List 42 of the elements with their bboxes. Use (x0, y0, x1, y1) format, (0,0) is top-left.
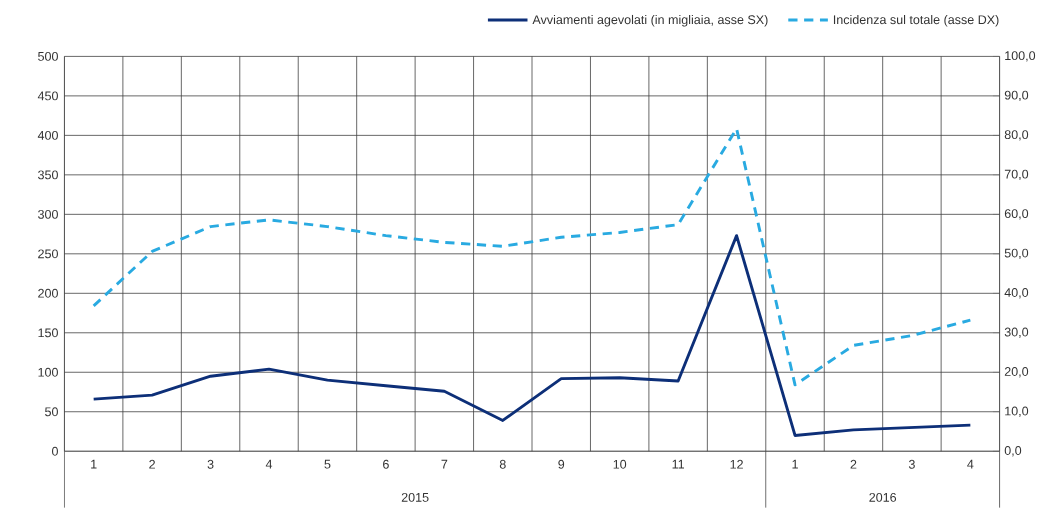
x-tick-label: 1 (792, 459, 798, 469)
y2-tick-label: 0,0 (1004, 446, 1022, 457)
x-tick-label: 1 (91, 459, 97, 469)
x-tick-label: 6 (383, 459, 389, 469)
y2-tick-label: 70,0 (1004, 169, 1029, 181)
x-tick-label: 2 (850, 459, 857, 469)
y2-tick-label: 60,0 (1004, 209, 1029, 220)
y-tick-label: 400 (37, 130, 58, 140)
y2-tick-label: 50,0 (1004, 248, 1029, 259)
y-tick-label: 50 (45, 407, 58, 417)
x-tick-label: 5 (324, 459, 331, 469)
y-tick-label: 450 (37, 91, 58, 101)
text: 2016 (869, 492, 897, 502)
y2-tick-label: 20,0 (1004, 367, 1029, 378)
x-tick-label: 11 (672, 459, 685, 469)
y-tick-label: 250 (38, 249, 58, 259)
text: 2015 (401, 492, 429, 502)
x-tick-label: 4 (265, 459, 273, 469)
y-tick-label: 500 (38, 51, 58, 61)
y2-tick-label: 40,0 (1004, 288, 1029, 299)
x-tick-label: 10 (613, 459, 627, 469)
x-tick-label: 3 (207, 459, 214, 469)
y2-tick-label: 10,0 (1005, 406, 1029, 417)
y-tick-label: 0 (51, 446, 58, 456)
legend-label: Avviamenti agevolati (in migliaia, asse SX) (532, 14, 768, 27)
x-tick-label: 3 (908, 459, 915, 469)
y2-tick-label: 30,0 (1004, 327, 1029, 338)
y2-tick-label: 100,0 (1005, 51, 1036, 62)
y-tick-label: 200 (38, 288, 58, 298)
y-tick-label: 350 (38, 170, 58, 180)
x-tick-label: 7 (441, 459, 448, 469)
y-tick-label: 300 (38, 209, 58, 219)
x-tick-label: 9 (558, 459, 565, 469)
x-tick-label: 8 (499, 459, 506, 469)
legend-label: Incidenza sul totale (asse DX) (833, 14, 999, 27)
y2-tick-label: 80,0 (1004, 130, 1029, 141)
x-tick-label: 2 (149, 459, 155, 469)
x-tick-label: 4 (967, 459, 974, 469)
x-tick-label: 12 (730, 459, 743, 469)
y-tick-label: 100 (38, 367, 58, 377)
y-tick-label: 150 (38, 328, 58, 338)
y2-tick-label: 90,0 (1004, 90, 1029, 102)
